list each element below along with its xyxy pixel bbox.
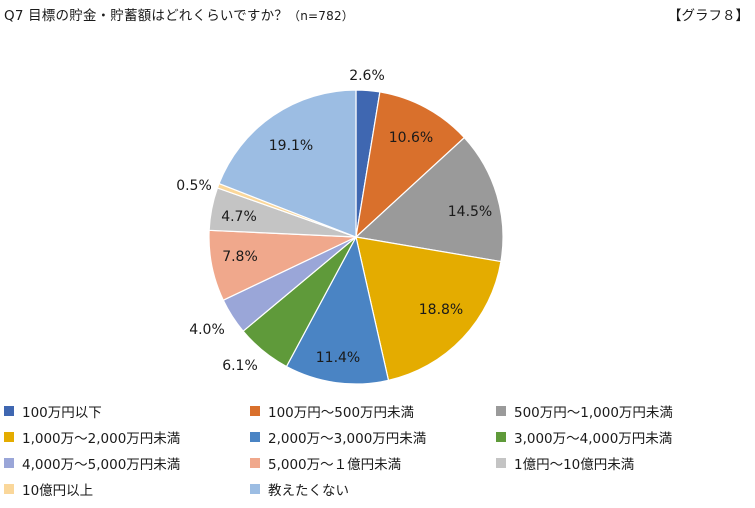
- legend-swatch: [4, 484, 14, 494]
- data-label-9: 4.7%: [221, 209, 257, 225]
- legend-swatch: [250, 458, 260, 468]
- legend-item-6: 3,000万～4,000万円未満: [496, 427, 672, 447]
- legend-swatch: [250, 484, 260, 494]
- pie-slice-3: [354, 136, 504, 263]
- legend-swatch: [250, 406, 260, 416]
- data-label-1: 2.6%: [349, 68, 385, 84]
- legend-label: 100万円以下: [22, 405, 102, 421]
- data-label-7: 4.0%: [189, 322, 225, 338]
- legend-swatch: [496, 432, 506, 442]
- legend-item-4: 1,000万～2,000万円未満: [4, 427, 180, 447]
- legend-swatch: [496, 406, 506, 416]
- data-label-11: 19.1%: [269, 138, 313, 154]
- pie-slice-4: [355, 236, 502, 382]
- legend-item-10: 10億円以上: [4, 479, 93, 499]
- chart-title: Q7 目標の貯金・貯蓄額はどれくらいですか？（n=782）: [4, 4, 354, 24]
- legend-item-3: 500万円～1,000万円未満: [496, 401, 673, 421]
- legend-item-11: 教えたくない: [250, 479, 349, 499]
- data-label-5: 11.4%: [316, 350, 360, 366]
- pie-slice-2: [355, 91, 466, 239]
- legend-item-2: 100万円～500万円未満: [250, 401, 414, 421]
- legend-swatch: [4, 432, 14, 442]
- legend-swatch: [250, 432, 260, 442]
- legend-item-8: 5,000万～１億円未満: [250, 453, 401, 473]
- legend-label: 4,000万～5,000万円未満: [22, 457, 181, 473]
- legend-label: 1億円～10億円未満: [514, 457, 635, 473]
- pie-slice-11: [218, 89, 357, 238]
- data-label-6: 6.1%: [222, 358, 258, 374]
- sample-size: （n=782）: [288, 9, 354, 23]
- legend-item-5: 2,000万～3,000万円未満: [250, 427, 426, 447]
- legend-label: 5,000万～１億円未満: [268, 457, 402, 473]
- question-text: Q7 目標の貯金・貯蓄額はどれくらいですか？: [4, 8, 289, 24]
- legend-swatch: [4, 458, 14, 468]
- legend-item-9: 1億円～10億円未満: [496, 453, 634, 473]
- data-label-8: 7.8%: [222, 249, 258, 265]
- data-label-10: 0.5%: [176, 178, 212, 194]
- pie-chart: 2.6% 10.6% 14.5% 18.8% 11.4% 6.1% 4.0% 7.8% 4.7%…: [176, 68, 504, 385]
- legend-label: 2,000万～3,000万円未満: [268, 431, 427, 447]
- legend-label: 3,000万～4,000万円未満: [514, 431, 673, 447]
- legend-swatch: [4, 406, 14, 416]
- legend-item-7: 4,000万～5,000万円未満: [4, 453, 180, 473]
- legend-label: 1,000万～2,000万円未満: [22, 431, 181, 447]
- legend-item-1: 100万円以下: [4, 401, 102, 421]
- legend-label: 10億円以上: [22, 483, 94, 499]
- pie-slice-5: [285, 235, 390, 385]
- data-label-2: 10.6%: [389, 130, 433, 146]
- legend-label: 教えたくない: [268, 483, 349, 499]
- graph-id-badge: 【グラフ８】: [668, 8, 749, 24]
- legend-swatch: [496, 458, 506, 468]
- data-label-3: 14.5%: [448, 204, 492, 220]
- legend-label: 500万円～1,000万円未満: [514, 405, 673, 421]
- legend-label: 100万円～500万円未満: [268, 405, 415, 421]
- data-label-4: 18.8%: [419, 302, 463, 318]
